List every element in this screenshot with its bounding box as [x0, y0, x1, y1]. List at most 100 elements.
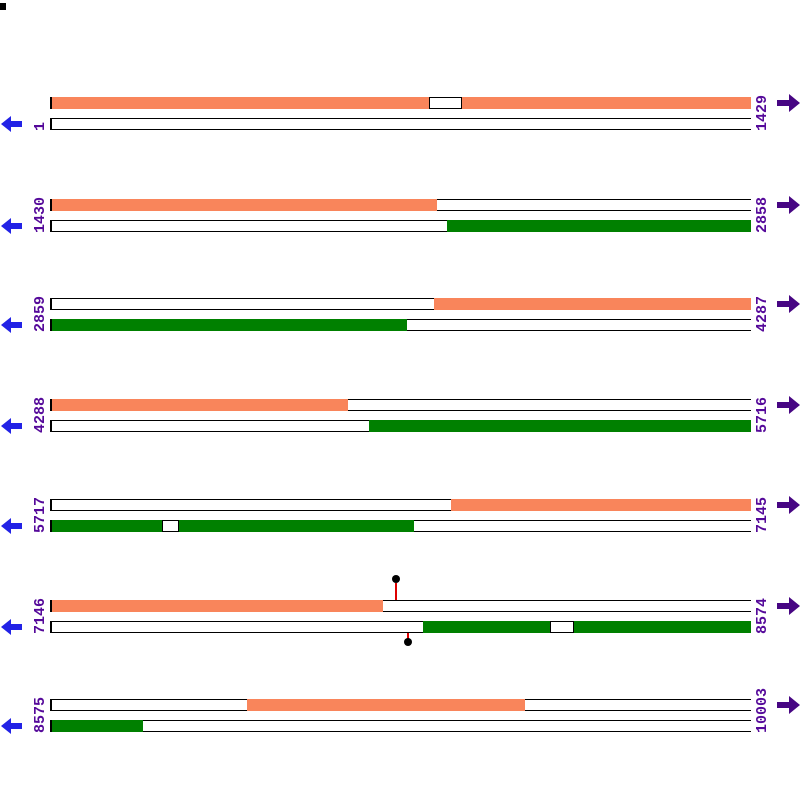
feature-gap — [550, 621, 574, 633]
reverse-feature-bar[interactable] — [574, 621, 751, 633]
track-endcap — [50, 720, 52, 732]
reverse-feature-bar[interactable] — [447, 220, 751, 232]
feature-gap — [429, 97, 462, 109]
track-line — [414, 520, 751, 532]
forward-feature-bar[interactable] — [462, 97, 751, 109]
track-line — [50, 298, 434, 310]
arrow-left-icon — [1, 317, 22, 333]
arrow-left-icon — [1, 619, 22, 635]
track-endcap — [50, 399, 52, 411]
track-line — [50, 621, 423, 633]
forward-strand-track — [50, 399, 751, 411]
scroll-right-button[interactable] — [777, 295, 800, 313]
feature-gap — [162, 520, 179, 532]
row-end-label: 2858 — [754, 196, 771, 233]
scroll-right-button[interactable] — [777, 396, 800, 414]
reverse-feature-bar[interactable] — [423, 621, 550, 633]
row-start-label: 2859 — [32, 295, 49, 332]
track-line — [407, 319, 751, 331]
scroll-right-button[interactable] — [777, 196, 800, 214]
track-endcap — [50, 621, 52, 633]
forward-feature-bar[interactable] — [434, 298, 751, 310]
forward-strand-track — [50, 199, 751, 211]
scroll-left-button[interactable] — [1, 619, 22, 635]
scroll-left-button[interactable] — [1, 518, 22, 534]
scroll-right-button[interactable] — [777, 696, 800, 714]
row-end-label: 10003 — [754, 687, 771, 733]
row-end-label: 1429 — [754, 94, 771, 131]
row-start-label: 7146 — [32, 597, 49, 634]
scroll-right-button[interactable] — [777, 496, 800, 514]
reverse-strand-track — [50, 220, 751, 232]
arrow-right-icon — [777, 496, 800, 514]
forward-feature-bar[interactable] — [50, 97, 429, 109]
row-end-label: 7145 — [754, 496, 771, 533]
track-endcap — [50, 420, 52, 432]
scroll-left-button[interactable] — [1, 317, 22, 333]
track-line — [50, 118, 751, 130]
forward-feature-bar[interactable] — [50, 600, 383, 612]
track-endcap — [50, 97, 52, 109]
track-endcap — [50, 600, 52, 612]
reverse-strand-track — [50, 420, 751, 432]
arrow-left-icon — [1, 418, 22, 434]
row-end-label: 8574 — [754, 597, 771, 634]
arrow-left-icon — [1, 218, 22, 234]
scroll-right-button[interactable] — [777, 597, 800, 615]
track-endcap — [50, 520, 52, 532]
reverse-strand-track — [50, 319, 751, 331]
row-start-label: 1 — [32, 121, 49, 131]
forward-strand-track — [50, 97, 751, 109]
forward-feature-bar[interactable] — [451, 499, 751, 511]
reverse-strand-track — [50, 621, 751, 633]
track-line — [50, 699, 247, 711]
forward-feature-bar[interactable] — [50, 199, 437, 211]
variant-marker-up[interactable] — [392, 575, 400, 583]
track-endcap — [50, 319, 52, 331]
reverse-strand-track — [50, 118, 751, 130]
scroll-left-button[interactable] — [1, 718, 22, 734]
arrow-left-icon — [1, 518, 22, 534]
reverse-strand-track — [50, 520, 751, 532]
scroll-left-button[interactable] — [1, 116, 22, 132]
track-line — [50, 420, 369, 432]
variant-marker-stem — [395, 583, 397, 600]
track-line — [437, 199, 751, 211]
reverse-feature-bar[interactable] — [50, 720, 143, 732]
forward-feature-bar[interactable] — [50, 399, 348, 411]
arrow-right-icon — [777, 597, 800, 615]
track-line — [348, 399, 751, 411]
arrow-right-icon — [777, 196, 800, 214]
track-line — [525, 699, 751, 711]
track-endcap — [50, 499, 52, 511]
scroll-left-button[interactable] — [1, 418, 22, 434]
reverse-feature-bar[interactable] — [369, 420, 751, 432]
track-endcap — [50, 699, 52, 711]
forward-strand-track — [50, 499, 751, 511]
track-endcap — [50, 220, 52, 232]
row-start-label: 1430 — [32, 196, 49, 233]
reverse-strand-track — [50, 720, 751, 732]
track-endcap — [50, 199, 52, 211]
row-end-label: 5716 — [754, 396, 771, 433]
reverse-feature-bar[interactable] — [50, 520, 162, 532]
variant-marker-down[interactable] — [404, 638, 412, 646]
track-line — [50, 499, 451, 511]
row-start-label: 5717 — [32, 496, 49, 533]
reverse-feature-bar[interactable] — [50, 319, 407, 331]
row-start-label: 4288 — [32, 396, 49, 433]
row-start-label: 8575 — [32, 696, 49, 733]
row-end-label: 4287 — [754, 295, 771, 332]
arrow-right-icon — [777, 295, 800, 313]
forward-feature-bar[interactable] — [247, 699, 525, 711]
forward-strand-track — [50, 600, 751, 612]
variant-marker-stem — [407, 633, 409, 639]
scroll-left-button[interactable] — [1, 218, 22, 234]
arrow-right-icon — [777, 94, 800, 112]
track-line — [383, 600, 751, 612]
scroll-right-button[interactable] — [777, 94, 800, 112]
reverse-feature-bar[interactable] — [179, 520, 414, 532]
forward-strand-track — [50, 298, 751, 310]
arrow-right-icon — [777, 696, 800, 714]
